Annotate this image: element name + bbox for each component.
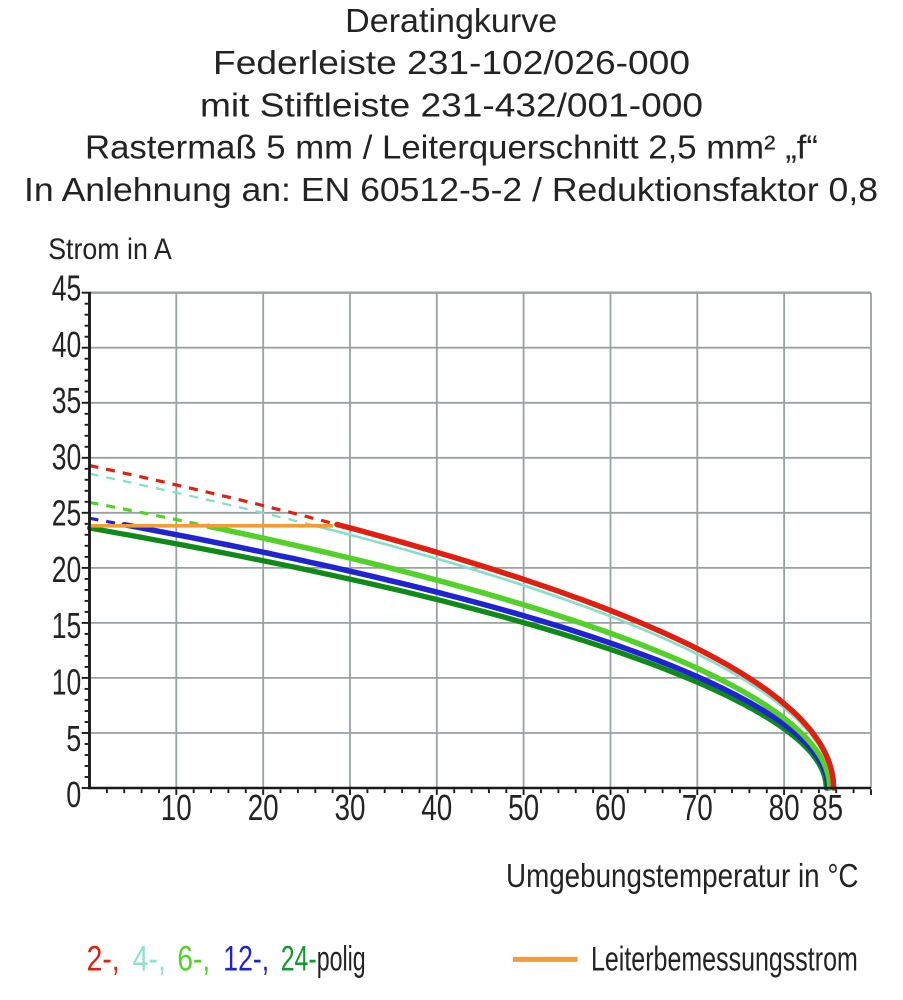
svg-text:25: 25 <box>52 493 82 534</box>
svg-text:Rastermaß 5 mm / Leiterquersch: Rastermaß 5 mm / Leiterquerschnitt 2,5 m… <box>85 129 818 166</box>
svg-text:12-,: 12-, <box>223 939 269 979</box>
svg-text:10: 10 <box>52 662 82 703</box>
svg-text:polig: polig <box>317 939 366 979</box>
svg-text:5: 5 <box>66 718 81 759</box>
svg-text:24-: 24- <box>281 939 317 979</box>
svg-text:35: 35 <box>52 380 82 421</box>
svg-text:In Anlehnung an: EN 60512-5-2: In Anlehnung an: EN 60512-5-2 / Reduktio… <box>24 171 878 208</box>
svg-text:Leiterbemessungsstrom: Leiterbemessungsstrom <box>591 941 858 979</box>
svg-text:15: 15 <box>52 605 82 646</box>
svg-text:Federleiste 231-102/026-000: Federleiste 231-102/026-000 <box>213 44 690 81</box>
svg-text:10: 10 <box>161 787 192 828</box>
svg-text:40: 40 <box>52 324 82 365</box>
svg-text:20: 20 <box>248 787 279 828</box>
svg-text:Strom in A: Strom in A <box>48 233 172 266</box>
svg-text:0: 0 <box>66 774 81 815</box>
svg-text:mit Stiftleiste 231-432/001-00: mit Stiftleiste 231-432/001-000 <box>200 86 703 123</box>
svg-text:45: 45 <box>52 268 82 309</box>
svg-text:Umgebungstemperatur in °C: Umgebungstemperatur in °C <box>506 857 859 894</box>
svg-text:4-,: 4-, <box>133 939 166 979</box>
svg-text:50: 50 <box>508 787 539 828</box>
svg-text:30: 30 <box>335 787 366 828</box>
svg-text:20: 20 <box>52 549 82 590</box>
svg-text:60: 60 <box>595 787 626 828</box>
svg-text:Deratingkurve: Deratingkurve <box>345 2 557 39</box>
svg-text:40: 40 <box>421 787 452 828</box>
svg-text:6-,: 6-, <box>177 939 210 979</box>
svg-text:2-,: 2-, <box>87 939 120 979</box>
svg-text:70: 70 <box>682 787 713 828</box>
svg-text:80: 80 <box>769 787 800 828</box>
svg-text:85: 85 <box>812 787 843 828</box>
svg-text:30: 30 <box>52 436 82 477</box>
